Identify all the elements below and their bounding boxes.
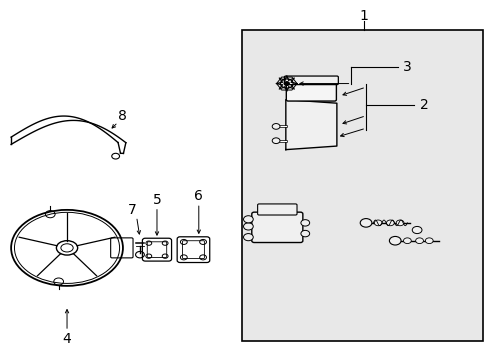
Circle shape — [272, 138, 280, 144]
Text: 1: 1 — [359, 9, 367, 23]
Circle shape — [415, 238, 423, 244]
Circle shape — [300, 220, 309, 226]
Circle shape — [243, 216, 253, 223]
Circle shape — [403, 238, 410, 244]
FancyBboxPatch shape — [251, 212, 302, 243]
Text: 3: 3 — [402, 60, 411, 75]
Circle shape — [425, 238, 432, 244]
Text: 7: 7 — [128, 203, 137, 217]
FancyBboxPatch shape — [284, 76, 338, 85]
Text: 4: 4 — [62, 332, 71, 346]
Circle shape — [411, 226, 421, 234]
Bar — [242, 30, 482, 341]
Circle shape — [243, 234, 253, 241]
Circle shape — [272, 123, 280, 129]
Circle shape — [395, 220, 403, 226]
Text: 5: 5 — [152, 193, 161, 207]
Circle shape — [243, 223, 253, 230]
Circle shape — [373, 220, 381, 226]
Circle shape — [386, 220, 393, 226]
FancyBboxPatch shape — [286, 78, 336, 101]
FancyBboxPatch shape — [257, 204, 296, 215]
Circle shape — [300, 230, 309, 237]
Circle shape — [360, 219, 371, 227]
Text: 6: 6 — [194, 189, 203, 203]
Circle shape — [284, 82, 288, 85]
Text: 2: 2 — [419, 98, 428, 112]
Polygon shape — [285, 100, 336, 150]
Circle shape — [388, 237, 400, 245]
Text: 8: 8 — [117, 109, 126, 123]
